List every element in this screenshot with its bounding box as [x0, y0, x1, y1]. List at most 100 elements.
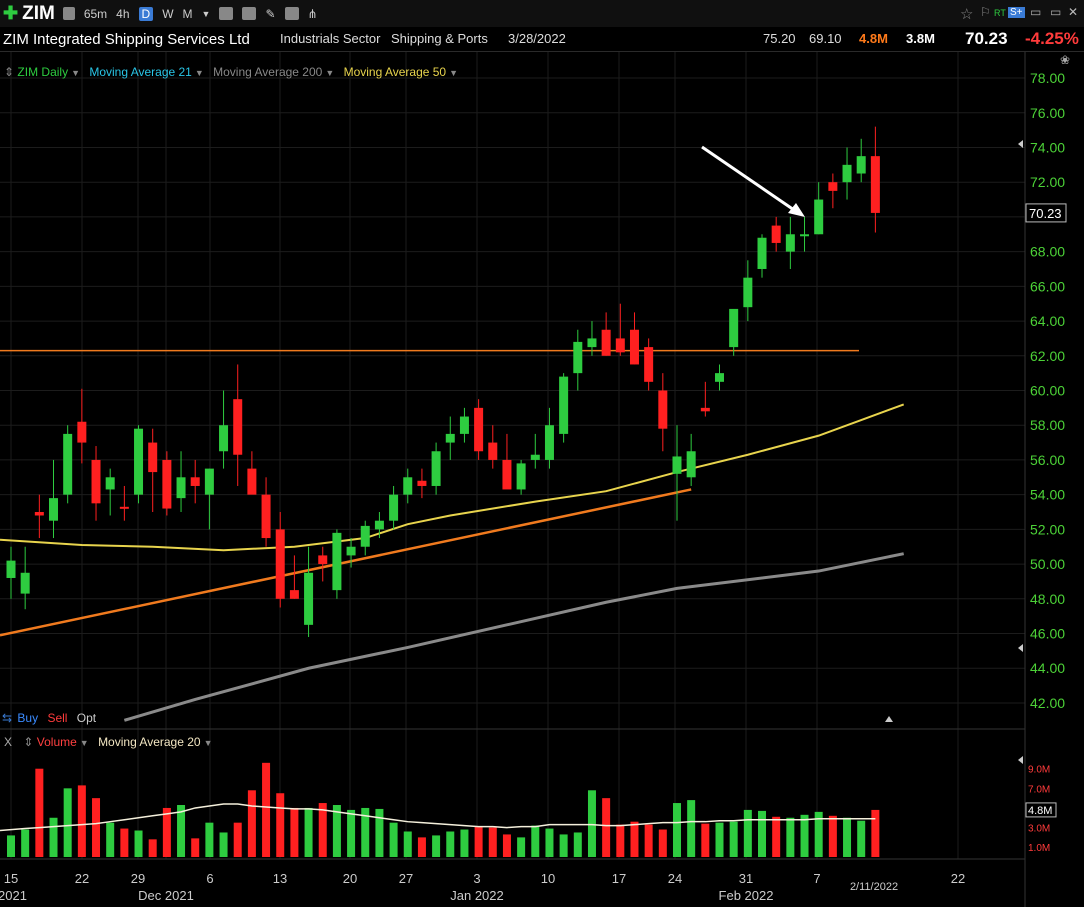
support-trendline — [0, 488, 692, 637]
legend-volume-ma[interactable]: Moving Average 20 — [98, 735, 201, 749]
volume-bar — [772, 816, 781, 857]
last-price-label: 70.23 — [1029, 206, 1062, 221]
symbol-label[interactable]: ZIM — [22, 2, 55, 24]
volume-bar — [502, 834, 511, 857]
volume-bar — [460, 829, 469, 857]
y-tick-label: 58.00 — [1030, 417, 1065, 433]
volume-bar — [35, 768, 44, 857]
candle-body — [771, 225, 781, 243]
volume-bar — [559, 834, 568, 857]
timeframe-w[interactable]: W — [162, 6, 174, 21]
s-plus-badge[interactable]: S+ — [1008, 7, 1025, 18]
share-icon[interactable]: ⋔ — [307, 6, 318, 21]
ma50-line — [0, 403, 905, 552]
star-icon[interactable]: ☆ — [960, 6, 974, 23]
volume-bar — [531, 825, 540, 857]
volume-bar — [219, 832, 228, 857]
flag-icon[interactable]: ⚐ — [980, 5, 991, 19]
volume-bar — [871, 809, 880, 857]
price-axis: 78.0076.0074.0072.0070.0068.0066.0064.00… — [885, 70, 1067, 722]
candle-body — [601, 329, 611, 356]
legend-ma50[interactable]: Moving Average 50 — [343, 65, 447, 79]
company-name: ZIM Integrated Shipping Services Ltd — [3, 31, 250, 48]
volume-bar — [786, 817, 795, 857]
y-tick-label: 66.00 — [1030, 278, 1065, 294]
close-volume-panel[interactable]: X — [4, 735, 13, 749]
candle-body — [417, 480, 427, 486]
x-tick-label: 7 — [813, 871, 820, 886]
price-marker-icon — [1018, 644, 1023, 652]
x-tick-label: 3 — [473, 871, 480, 886]
sell-button[interactable]: Sell — [47, 711, 68, 725]
chart-style-icon[interactable] — [219, 7, 234, 20]
x-tick-label: Jan 2022 — [450, 888, 504, 903]
buy-button[interactable]: Buy — [17, 711, 39, 725]
candle-body — [360, 525, 370, 547]
folder-icon[interactable] — [284, 7, 299, 20]
bell-icon[interactable] — [62, 7, 75, 20]
candle-body — [261, 494, 271, 539]
drag-handle-icon[interactable]: ⇕ — [23, 735, 34, 749]
opt-button[interactable]: Opt — [76, 711, 97, 725]
trade-buttons: ⇆ Buy Sell Opt — [2, 711, 96, 725]
industry-label[interactable]: Shipping & Ports — [391, 31, 488, 46]
volume-bar — [701, 823, 710, 857]
y-tick-label: 52.00 — [1030, 521, 1065, 537]
candle-body — [119, 506, 129, 509]
volume-marker-icon — [1018, 756, 1023, 764]
y-tick-label: 48.00 — [1030, 591, 1065, 607]
volume-bar — [800, 814, 809, 857]
rt-badge: RT — [994, 8, 1006, 18]
y-tick-label: 64.00 — [1030, 313, 1065, 329]
price-marker-icon — [1018, 140, 1023, 148]
legend-ma200[interactable]: Moving Average 200 — [213, 65, 323, 79]
x-tick-label: 22 — [75, 871, 89, 886]
volume-ma20-line — [0, 803, 876, 832]
candle-body — [374, 520, 384, 530]
volume-bar — [247, 790, 256, 857]
volume-bar — [843, 817, 852, 857]
add-symbol-icon[interactable]: ✚ — [3, 3, 19, 23]
candle-body — [134, 428, 144, 495]
timeframe-65m[interactable]: 65m — [83, 6, 108, 21]
settings-icon[interactable]: ❀ — [1060, 53, 1071, 67]
legend-volume[interactable]: Volume — [36, 735, 77, 749]
x-tick-label: 31 — [739, 871, 753, 886]
candle-body — [516, 463, 526, 490]
legend-price[interactable]: ZIM Daily — [17, 65, 69, 79]
candle-body — [828, 182, 838, 191]
timeframe-m[interactable]: M — [182, 6, 193, 21]
legend-ma21[interactable]: Moving Average 21 — [89, 65, 192, 79]
date-label: 3/28/2022 — [508, 31, 566, 46]
window-menu-icon[interactable]: ▭ — [1050, 5, 1062, 19]
volume-bar — [233, 822, 242, 857]
candle-body — [148, 442, 158, 473]
candle-body — [686, 451, 696, 478]
volume-bar — [545, 828, 554, 857]
scroll-marker-icon — [885, 716, 893, 722]
candle-body — [459, 416, 469, 434]
window-icon[interactable]: ▭ — [1030, 5, 1042, 19]
timeframe-4h[interactable]: 4h — [116, 6, 130, 21]
volume-bar — [177, 805, 186, 857]
grid — [0, 52, 1025, 859]
volume-bar — [332, 805, 341, 857]
calculator-icon[interactable] — [242, 7, 257, 20]
volume-bar — [857, 820, 866, 857]
timeframe-d[interactable]: D — [138, 6, 154, 21]
draw-pencil-icon[interactable]: ✎ — [265, 6, 276, 21]
volume-bar — [304, 807, 313, 857]
close-icon[interactable]: ✕ — [1068, 5, 1079, 19]
candle-body — [700, 407, 710, 412]
drag-handle-icon[interactable]: ⇕ — [4, 65, 15, 79]
candle-body — [800, 234, 810, 237]
candle-body — [190, 477, 200, 486]
volume-bar — [191, 838, 200, 857]
candle-body — [49, 498, 59, 521]
trade-icon[interactable]: ⇆ — [2, 711, 13, 725]
volume-bar — [49, 817, 58, 857]
timeframe-dropdown-icon[interactable]: ▼ — [201, 8, 211, 19]
sector-label[interactable]: Industrials Sector — [280, 31, 381, 46]
candle-body — [318, 555, 328, 565]
